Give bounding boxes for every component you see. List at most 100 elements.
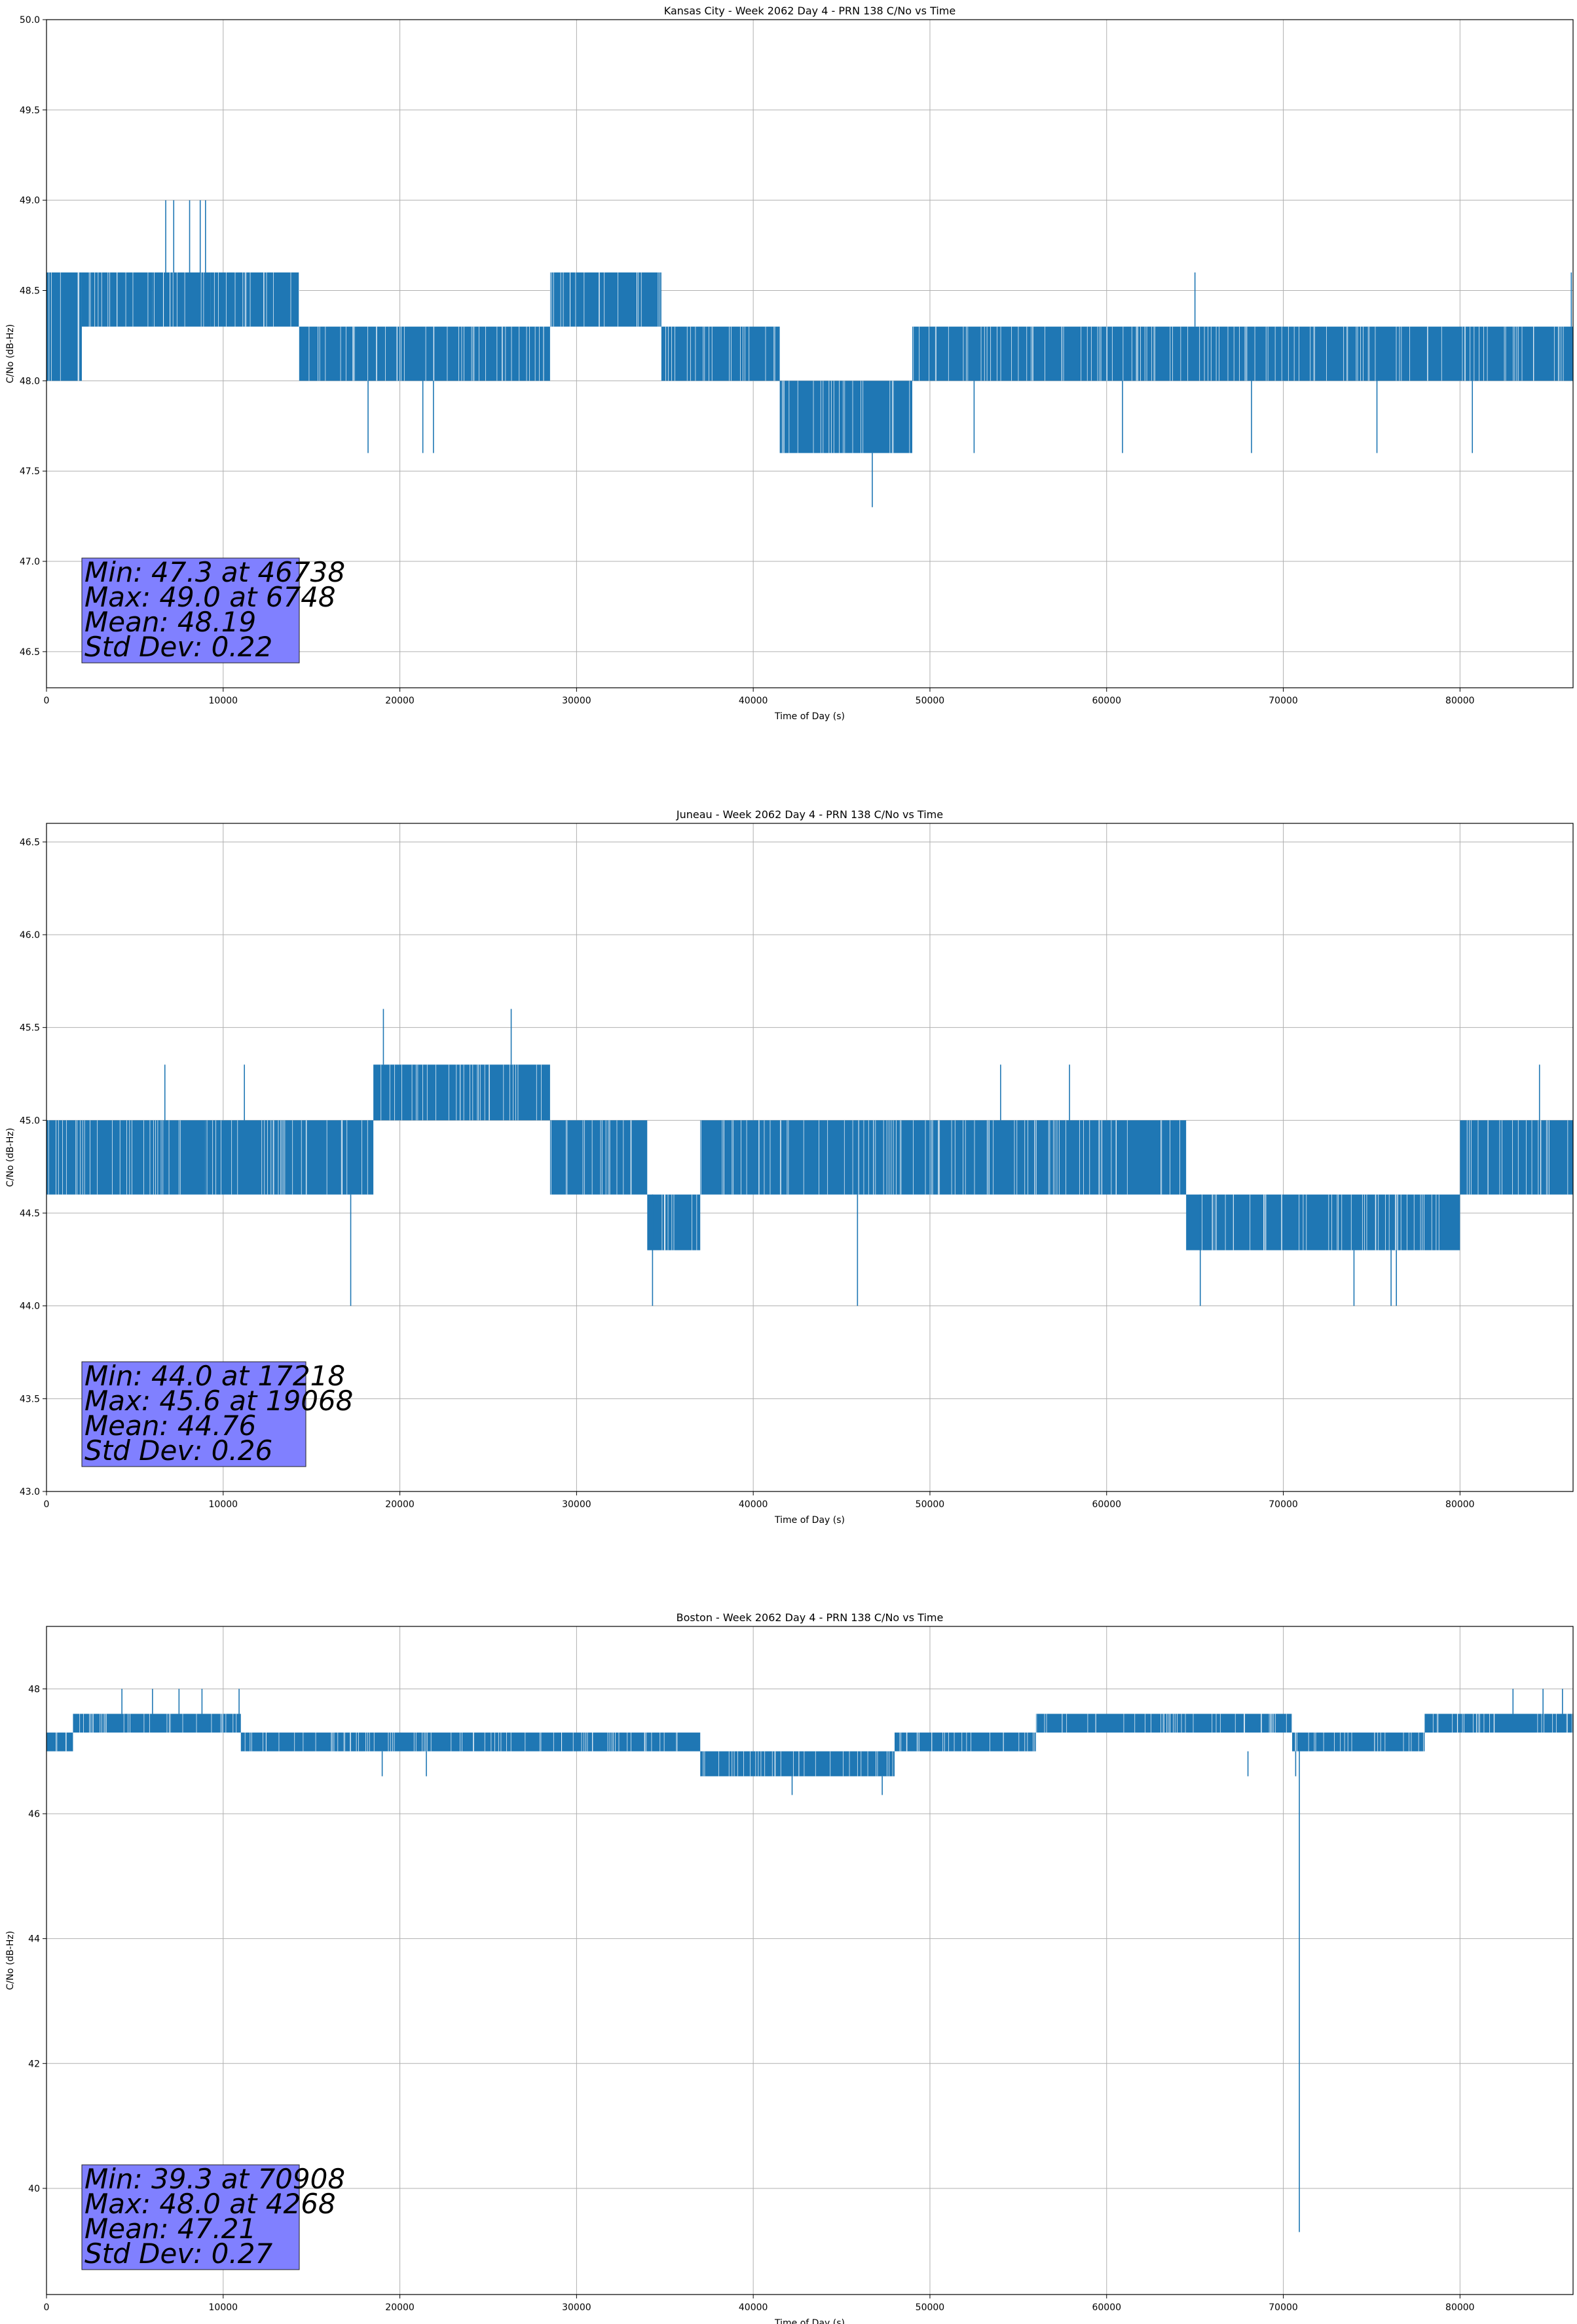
- stats-line: Max: 49.0 at 6748: [84, 581, 336, 613]
- stats-line: Std Dev: 0.26: [84, 1434, 272, 1467]
- y-tick-label: 48: [28, 1684, 40, 1695]
- x-tick-label: 30000: [562, 1499, 591, 1510]
- data-band: [549, 272, 661, 327]
- x-tick-label: 80000: [1445, 2302, 1475, 2313]
- chart-panel: 0 10000 20000 30000 40000 50000 60000 70000 8000…: [5, 808, 1574, 1526]
- x-axis-label: Time of Day (s): [774, 2318, 845, 2324]
- data-band: [46, 1120, 206, 1195]
- y-tick-label: 45.0: [20, 1115, 40, 1126]
- plot-frame: [46, 19, 1574, 688]
- stats-line: Min: 39.3 at 70908: [84, 2163, 345, 2195]
- y-tick-label: 46.5: [20, 837, 40, 848]
- x-tick-label: 10000: [209, 1499, 238, 1510]
- x-tick-label: 20000: [385, 696, 415, 706]
- data-band: [46, 272, 82, 381]
- x-tick-label: 0: [44, 1499, 50, 1510]
- y-tick-label: 46: [28, 1809, 40, 1820]
- data-band: [1292, 1733, 1425, 1752]
- y-tick-label: 45.5: [20, 1023, 40, 1034]
- y-tick-label: 49.0: [20, 196, 40, 206]
- y-tick-label: 44.0: [20, 1302, 40, 1312]
- y-tick-label: 49.5: [20, 105, 40, 116]
- stats-box: [81, 1361, 306, 1467]
- y-axis-label: C/No (dB-Hz): [5, 324, 16, 383]
- data-band: [46, 1733, 73, 1752]
- y-tick-label: 43.0: [20, 1487, 40, 1497]
- data-band: [1460, 1120, 1573, 1195]
- data-band: [912, 326, 1573, 381]
- x-tick-label: 10000: [209, 696, 238, 706]
- stats-line: Max: 45.6 at 19068: [84, 1385, 353, 1417]
- y-axis-label: C/No (dB-Hz): [5, 1931, 16, 1990]
- data-band: [895, 1733, 1036, 1752]
- y-tick-label: 48.5: [20, 286, 40, 297]
- y-tick-label: 46.0: [20, 930, 40, 941]
- stats-line: Std Dev: 0.22: [84, 631, 272, 663]
- data-band: [210, 272, 299, 327]
- x-axis-label: Time of Day (s): [774, 1515, 845, 1526]
- plot-frame: [46, 1626, 1574, 2295]
- data-band: [661, 326, 780, 381]
- x-tick-label: 80000: [1445, 1499, 1475, 1510]
- x-tick-label: 40000: [739, 2302, 768, 2313]
- y-axis-label: C/No (dB-Hz): [5, 1128, 16, 1187]
- y-tick-label: 47.5: [20, 466, 40, 477]
- chart-title: Juneau - Week 2062 Day 4 - PRN 138 C/No …: [676, 808, 943, 821]
- stats-line: Min: 47.3 at 46738: [84, 556, 345, 588]
- y-tick-label: 46.5: [20, 647, 40, 658]
- x-tick-label: 50000: [916, 1499, 945, 1510]
- data-band: [152, 272, 211, 327]
- y-tick-label: 44.5: [20, 1209, 40, 1219]
- chart-title: Kansas City - Week 2062 Day 4 - PRN 138 …: [664, 5, 955, 17]
- data-band: [1424, 1714, 1573, 1733]
- x-tick-label: 20000: [385, 1499, 415, 1510]
- x-tick-label: 40000: [739, 1499, 768, 1510]
- x-tick-label: 60000: [1092, 2302, 1121, 2313]
- x-tick-label: 70000: [1269, 696, 1298, 706]
- y-tick-label: 42: [28, 2059, 40, 2069]
- x-tick-label: 50000: [916, 696, 945, 706]
- x-tick-label: 0: [44, 696, 50, 706]
- y-tick-label: 50.0: [20, 15, 40, 26]
- data-band: [299, 326, 550, 381]
- x-tick-label: 20000: [385, 2302, 415, 2313]
- chart-title: Boston - Week 2062 Day 4 - PRN 138 C/No …: [677, 1611, 944, 1624]
- data-band: [700, 1751, 895, 1776]
- x-tick-label: 0: [44, 2302, 50, 2313]
- x-tick-label: 10000: [209, 2302, 238, 2313]
- stats-box: [81, 557, 300, 664]
- y-tick-label: 48.0: [20, 376, 40, 386]
- x-tick-label: 30000: [562, 2302, 591, 2313]
- x-tick-label: 60000: [1092, 696, 1121, 706]
- data-band: [700, 1120, 1187, 1195]
- data-band: [549, 1120, 648, 1195]
- stats-line: Max: 48.0 at 4268: [84, 2188, 336, 2220]
- x-tick-label: 30000: [562, 696, 591, 706]
- y-tick-label: 40: [28, 2184, 40, 2194]
- x-tick-label: 50000: [916, 2302, 945, 2313]
- y-tick-label: 44: [28, 1934, 40, 1945]
- stats-box: [81, 2164, 300, 2270]
- stats-line: Min: 44.0 at 17218: [84, 1360, 345, 1392]
- stats-line: Mean: 47.21: [84, 2213, 256, 2245]
- x-axis-label: Time of Day (s): [774, 711, 845, 722]
- data-band: [1186, 1194, 1460, 1250]
- plot-frame: [46, 823, 1574, 1492]
- x-tick-label: 40000: [739, 696, 768, 706]
- data-band: [73, 1714, 241, 1733]
- x-tick-label: 80000: [1445, 696, 1475, 706]
- data-band: [240, 1733, 701, 1752]
- y-tick-label: 47.0: [20, 557, 40, 567]
- chart-panel: 0 10000 20000 30000 40000 50000 60000 70000 8000…: [5, 1611, 1574, 2324]
- data-band: [373, 1064, 550, 1121]
- y-tick-label: 43.5: [20, 1394, 40, 1404]
- stats-line: Mean: 48.19: [84, 606, 256, 638]
- chart-panel: 0 10000 20000 30000 40000 50000 60000 70000 8000…: [5, 5, 1574, 722]
- x-tick-label: 70000: [1269, 2302, 1298, 2313]
- data-band: [205, 1120, 374, 1195]
- data-band: [779, 381, 912, 453]
- x-tick-label: 70000: [1269, 1499, 1298, 1510]
- stats-line: Std Dev: 0.27: [84, 2238, 272, 2270]
- x-tick-label: 60000: [1092, 1499, 1121, 1510]
